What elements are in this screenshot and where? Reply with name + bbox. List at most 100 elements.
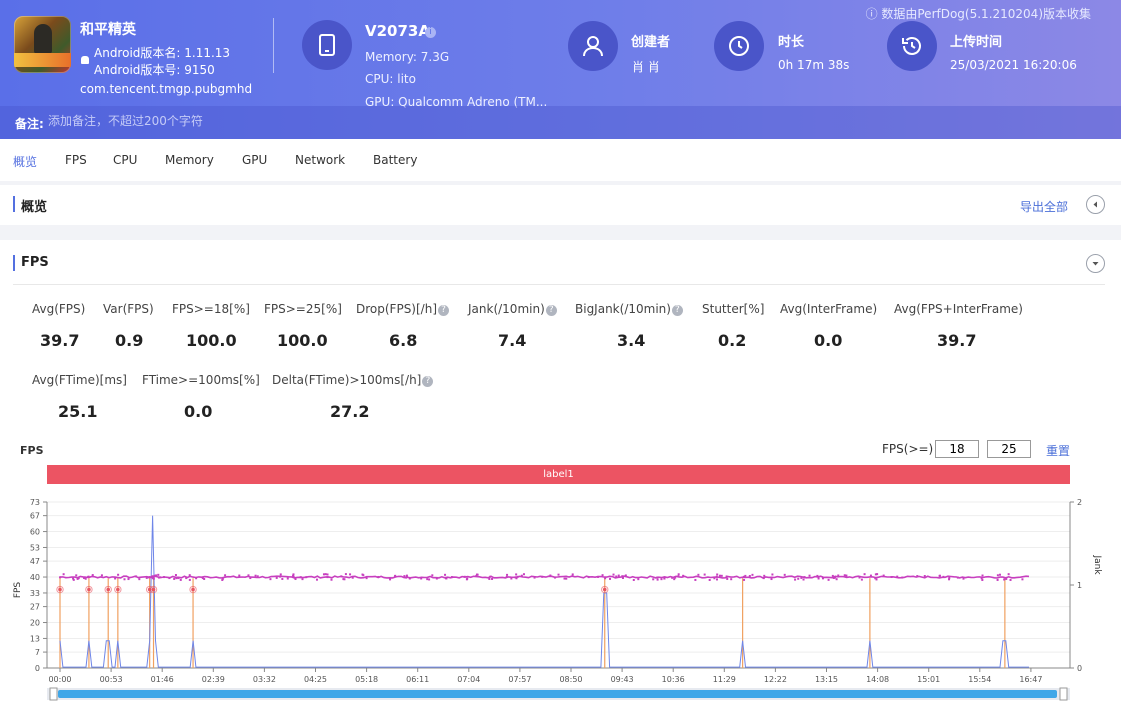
- app-name: 和平精英: [80, 22, 136, 38]
- device-info-icon[interactable]: i: [425, 27, 436, 38]
- header-divider: [273, 18, 274, 73]
- fps-threshold-18-input[interactable]: [935, 440, 979, 458]
- fps-threshold-25-input[interactable]: [987, 440, 1031, 458]
- fps-point: [349, 573, 352, 576]
- slider-left-handle[interactable]: [49, 687, 58, 701]
- stat-label-var-fps: Var(FPS): [103, 302, 154, 316]
- help-icon[interactable]: ?: [545, 305, 557, 316]
- fps-point: [996, 578, 999, 581]
- collapse-left-icon[interactable]: [1086, 195, 1105, 214]
- fps-point: [408, 577, 411, 580]
- label-band[interactable]: label1: [47, 465, 1070, 484]
- fps-point: [279, 573, 282, 576]
- fps-point: [465, 578, 468, 581]
- fps-point: [520, 574, 523, 577]
- tab-network[interactable]: Network: [295, 153, 346, 167]
- fps-point: [114, 577, 117, 580]
- fps-point: [637, 578, 640, 581]
- fps-point: [800, 576, 803, 579]
- fps-point: [177, 577, 180, 580]
- fps-divider: [13, 284, 1105, 285]
- fps-point: [771, 573, 774, 576]
- fps-point: [1009, 578, 1012, 581]
- android-icon: [81, 56, 89, 64]
- fps-point: [475, 574, 478, 577]
- fps-point: [816, 574, 819, 577]
- tab-memory[interactable]: Memory: [165, 153, 214, 167]
- fps-point: [326, 576, 329, 579]
- fps-point: [682, 574, 685, 577]
- fps-point: [179, 578, 182, 581]
- fps-point: [168, 577, 171, 580]
- fps-point: [817, 577, 820, 580]
- device-memory: Memory: 7.3G: [365, 50, 450, 64]
- help-icon[interactable]: ?: [422, 376, 434, 387]
- stat-value-avg-fps: 39.7: [40, 331, 80, 350]
- fps-point: [516, 575, 519, 578]
- history-icon: [887, 21, 937, 71]
- jank-marker-ring: [104, 585, 112, 594]
- y2-axis: 0 1 2: [1069, 498, 1082, 673]
- y2-tick-label: 1: [1077, 581, 1082, 590]
- remark-input[interactable]: [48, 114, 448, 128]
- jank-marker: [191, 587, 195, 592]
- collapse-down-icon[interactable]: [1086, 254, 1105, 273]
- export-all-link[interactable]: 导出全部: [1019, 200, 1068, 214]
- fps-point: [281, 577, 284, 580]
- time-range-slider[interactable]: [58, 690, 1057, 698]
- fps-point: [351, 576, 354, 579]
- stat-value-delta-ftime: 27.2: [330, 402, 370, 421]
- fps-point: [515, 573, 518, 576]
- tab-fps[interactable]: FPS: [65, 153, 87, 167]
- fps-point: [890, 576, 893, 579]
- help-icon[interactable]: ?: [671, 305, 683, 316]
- fps-point: [783, 573, 786, 576]
- upload-time-label: 上传时间: [950, 35, 1003, 50]
- fps-point: [324, 573, 327, 576]
- fps-point: [305, 576, 308, 579]
- fps-point: [956, 576, 959, 579]
- fps-point: [292, 575, 295, 578]
- fps-point: [652, 578, 655, 581]
- x-tick-label: 02:39: [202, 675, 225, 684]
- tablet-icon: [302, 20, 352, 70]
- fps-point: [315, 578, 318, 581]
- fps-point: [1005, 577, 1008, 580]
- fps-series-line: [59, 575, 1030, 579]
- tab-battery[interactable]: Battery: [373, 153, 418, 167]
- fps-point: [152, 577, 155, 580]
- stat-value-stutter: 0.2: [718, 331, 747, 350]
- fps-point: [858, 576, 861, 579]
- help-icon[interactable]: ?: [438, 305, 449, 316]
- fps-panel-title: FPS: [21, 255, 49, 270]
- tab-cpu[interactable]: CPU: [113, 153, 138, 167]
- fps-point: [725, 575, 728, 578]
- fps-point: [279, 575, 282, 578]
- reset-button[interactable]: 重置: [1046, 444, 1071, 458]
- x-tick-label: 13:15: [815, 675, 838, 684]
- overview-title: 概览: [21, 200, 48, 215]
- fps-point: [948, 576, 951, 579]
- y-tick-label: 7: [35, 648, 40, 657]
- fps-point: [615, 575, 618, 578]
- tab-overview[interactable]: 概览: [13, 155, 38, 169]
- fps-point: [505, 575, 508, 578]
- fps-point: [87, 575, 90, 578]
- fps-point: [916, 575, 919, 578]
- fps-point: [715, 575, 718, 578]
- jank-marker: [58, 587, 62, 592]
- overview-accent-bar: [13, 196, 15, 212]
- y-tick-label: 73: [30, 498, 40, 507]
- x-tick-label: 06:11: [406, 675, 429, 684]
- user-icon: [568, 21, 618, 71]
- duration-label: 时长: [778, 35, 805, 50]
- fps-point: [1007, 573, 1010, 576]
- slider-right-handle[interactable]: [1059, 687, 1068, 701]
- tab-gpu[interactable]: GPU: [242, 153, 268, 167]
- jank-marker: [602, 587, 607, 592]
- fps-point: [522, 573, 525, 576]
- fps-point: [394, 574, 397, 577]
- fps-point: [609, 577, 612, 580]
- x-tick-label: 16:47: [1019, 675, 1042, 684]
- stat-label-stutter: Stutter[%]: [702, 302, 765, 316]
